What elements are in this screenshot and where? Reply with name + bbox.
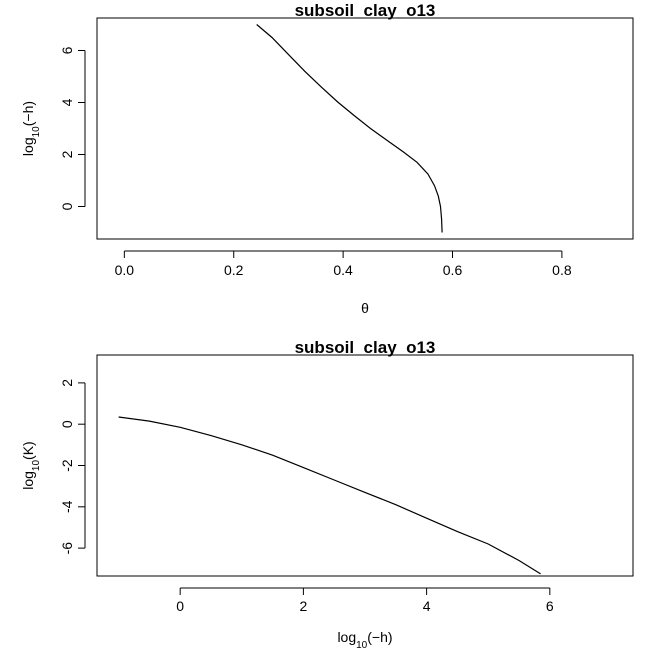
y-tick-label: 2 [59,379,75,387]
y-tick-label: 0 [59,420,75,428]
x-axis: 0.0 0.2 0.4 0.6 0.8 θ [115,250,572,316]
x-tick-label: 0.4 [333,262,353,278]
x-tick-label: 0 [176,598,184,614]
chart-panel-2: subsoil_clay_o13 0 2 4 6 log10(−h) 2 0 -2 -4 -6 log… [20,338,634,651]
y-axis-label: log10(−h) [20,101,42,156]
y-tick-label: -4 [59,500,75,513]
chart-title: subsoil_clay_o13 [295,1,436,20]
x-tick-label: 2 [299,598,307,614]
plot-frame [96,17,634,240]
series-line [256,24,443,233]
x-tick-label: 0.8 [552,262,572,278]
x-tick-label: 4 [423,598,431,614]
y-tick-label: 2 [59,150,75,158]
x-tick-label: 0.0 [115,262,135,278]
x-tick-label: 0.6 [443,262,463,278]
x-axis: 0 2 4 6 log10(−h) [176,587,554,651]
plot-frame [96,354,634,577]
y-tick-label: 0 [59,202,75,210]
x-axis-label: log10(−h) [337,629,392,651]
y-axis: 2 0 -2 -4 -6 log10(K) [20,379,86,555]
x-tick-label: 0.2 [224,262,244,278]
y-tick-label: 4 [59,98,75,106]
chart-title: subsoil_clay_o13 [295,338,436,357]
series-line [118,416,541,575]
chart-panel-1: subsoil_clay_o13 0.0 0.2 0.4 0.6 0.8 θ 0 2 4 6 log1… [20,1,634,316]
y-axis: 0 2 4 6 log10(−h) [20,46,86,210]
y-tick-label: -2 [59,459,75,472]
x-axis-label: θ [361,300,369,316]
y-axis-label: log10(K) [20,441,42,489]
y-tick-label: 6 [59,46,75,54]
x-tick-label: 6 [546,598,554,614]
y-tick-label: -6 [59,542,75,555]
